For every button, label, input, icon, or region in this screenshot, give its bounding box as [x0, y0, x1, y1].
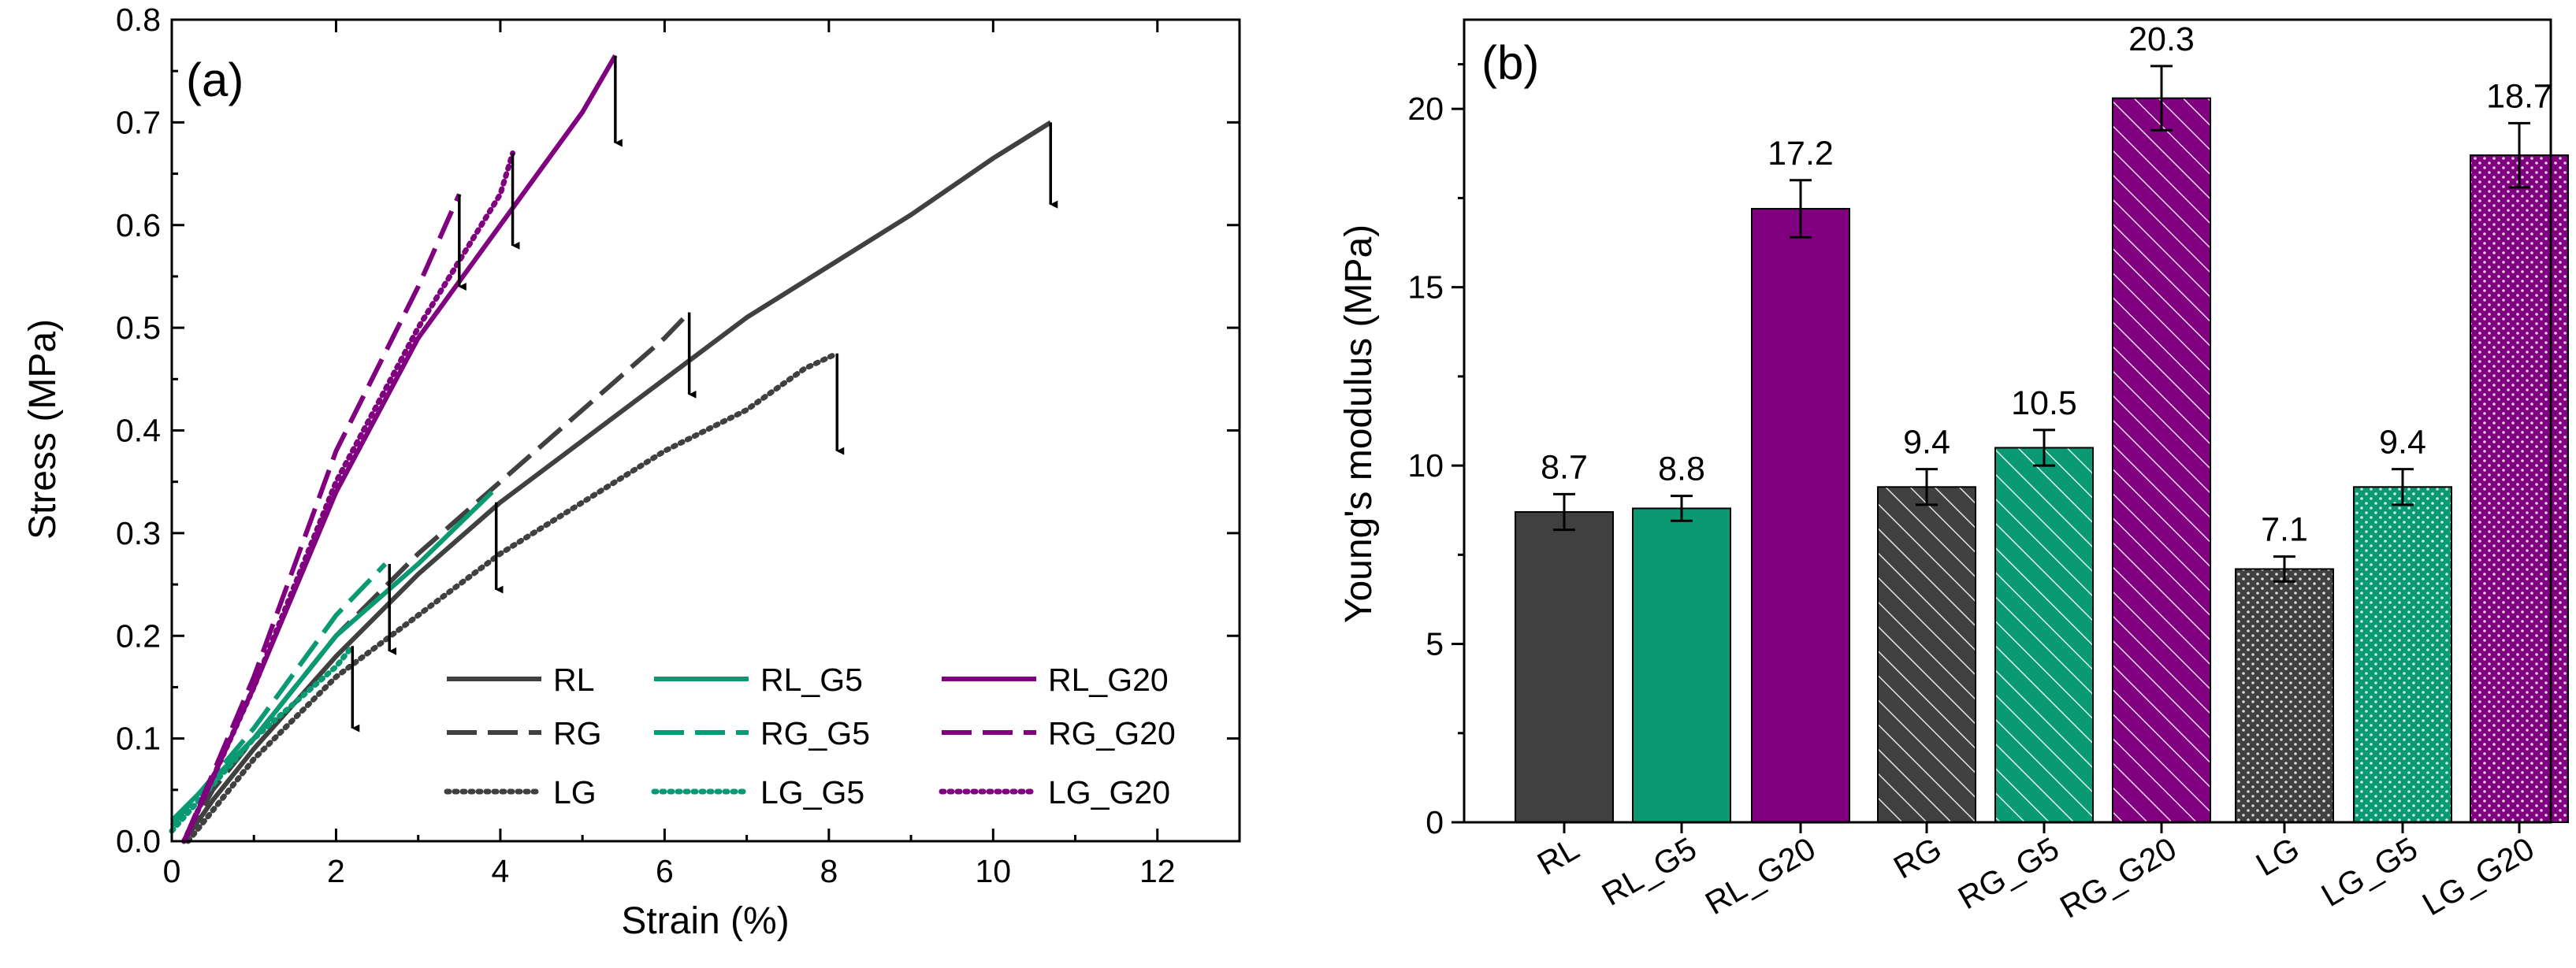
legend-label: RG_G20	[1048, 715, 1176, 751]
stress-strain-lines	[169, 54, 1052, 844]
y-tick-label: 20	[1407, 91, 1444, 127]
failure-arrows	[351, 55, 1058, 732]
panel-a-label: (a)	[186, 54, 243, 106]
panel-a-ticks: 0 2 4 6 8 10 12 0.0 0.1 0.2 0.3 0.4 0.5 0.6 0.7 0.8	[116, 2, 1240, 889]
panel-b-ticks: 0 5 10 15 20	[1407, 63, 1464, 840]
legend-label: LG_G20	[1048, 774, 1170, 810]
bar-lg-g20	[2470, 154, 2569, 823]
panel-b-plot-frame	[1463, 18, 2552, 824]
legend-label: RL_G5	[760, 662, 863, 698]
stress-strain-panel: 0 2 4 6 8 10 12 0.0 0.1 0.2 0.3 0.4 0.5 0.6 0.7 0.8 (a)…	[22, 2, 1241, 942]
category-label-lg: LG	[2250, 830, 2305, 883]
category-label-lg-g20: LG_G20	[2416, 830, 2540, 922]
x-tick-label: 4	[492, 853, 510, 889]
x-tick-label: 6	[656, 853, 674, 889]
legend-label: RG	[553, 715, 602, 751]
x-tick-label: 10	[976, 853, 1012, 889]
bar-rl-g20	[1751, 208, 1850, 823]
y-tick-label: 0.4	[116, 413, 161, 449]
value-label-rg-g20: 20.3	[2128, 20, 2195, 58]
y-tick-label: 0	[1426, 804, 1444, 840]
legend-label: RL_G20	[1048, 662, 1169, 698]
panel-a-y-axis-label: Stress (MPa)	[22, 319, 64, 540]
modulus-bars: 8.7 RL 8.8 RL_G5 17.2 RL_G20 9.4 RG 10.5 RG_G5 20.…	[1515, 20, 2569, 925]
series-line-rl-g5	[169, 490, 494, 823]
y-tick-label: 0.1	[116, 721, 161, 757]
category-label-rl-g5: RL_G5	[1596, 830, 1703, 913]
legend-label: RL	[553, 662, 594, 698]
panel-a-x-axis-label: Strain (%)	[621, 900, 789, 942]
legend-label: RG_G5	[760, 715, 870, 751]
legend-label: LG_G5	[760, 774, 864, 810]
category-label-rg: RG	[1887, 830, 1947, 886]
value-label-rg-g5: 10.5	[2011, 384, 2077, 422]
category-label-rg-g5: RG_G5	[1952, 830, 2065, 916]
value-label-rg: 9.4	[1903, 424, 1950, 462]
bar-rg-g20	[2112, 97, 2211, 823]
series-line-rl	[182, 120, 1052, 843]
series-line-lg-g5	[169, 643, 355, 834]
series-line-lg	[185, 350, 840, 844]
y-tick-label: 5	[1426, 626, 1444, 662]
y-tick-label: 0.0	[116, 823, 161, 859]
series-line-lg-g20	[181, 150, 516, 844]
y-tick-label: 10	[1407, 447, 1444, 484]
x-tick-label: 12	[1139, 853, 1176, 889]
value-label-lg-g20: 18.7	[2486, 77, 2552, 115]
bar-lg-g5	[2353, 486, 2452, 823]
value-label-rl-g20: 17.2	[1768, 135, 1834, 172]
category-label-rl-g20: RL_G20	[1699, 830, 1821, 922]
category-label-rg-g20: RG_G20	[2054, 830, 2182, 925]
series-line-rl-g20	[181, 54, 618, 843]
value-label-lg: 7.1	[2261, 511, 2308, 549]
value-label-rl: 8.7	[1541, 448, 1588, 486]
x-tick-label: 8	[820, 853, 838, 889]
category-label-lg-g5: LG_G5	[2315, 830, 2423, 914]
bar-rg	[1877, 486, 1976, 823]
panel-a-plot-frame	[170, 18, 1241, 843]
bar-lg	[2235, 568, 2334, 824]
value-label-rl-g5: 8.8	[1658, 451, 1705, 488]
youngs-modulus-panel: 0 5 10 15 20 8.7 RL 8.8 RL_G5 17.2 RL_G20 9.4 RG 10.…	[1338, 18, 2569, 925]
y-tick-label: 15	[1407, 269, 1444, 306]
bar-rl	[1515, 510, 1614, 824]
y-tick-label: 0.7	[116, 104, 161, 140]
x-tick-label: 2	[327, 853, 345, 889]
panel-b-label: (b)	[1481, 36, 1539, 89]
legend: RL RG LG RL_G5 RG_G5 LG_G5 RL_G20 RG_G20 LG_G20	[444, 662, 1176, 810]
bar-rg-g5	[1994, 447, 2094, 823]
bar-rl-g5	[1632, 507, 1731, 823]
y-tick-label: 0.5	[116, 310, 161, 346]
y-tick-label: 0.3	[116, 515, 161, 551]
y-tick-label: 0.8	[116, 2, 161, 38]
category-label-rl: RL	[1531, 830, 1585, 882]
x-tick-label: 0	[163, 853, 181, 889]
series-line-rg-g20	[181, 193, 462, 843]
series-line-rg	[181, 310, 691, 843]
panel-b-y-axis-label: Young's modulus (MPa)	[1338, 224, 1380, 623]
value-label-lg-g5: 9.4	[2379, 424, 2426, 462]
y-tick-label: 0.2	[116, 618, 161, 654]
y-tick-label: 0.6	[116, 207, 161, 243]
legend-label: LG	[553, 774, 597, 810]
